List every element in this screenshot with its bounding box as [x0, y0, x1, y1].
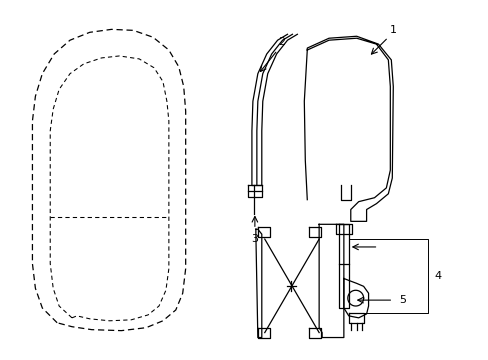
Text: 4: 4	[433, 271, 441, 282]
Text: 3: 3	[251, 234, 258, 244]
Text: 1: 1	[389, 25, 396, 35]
Text: 5: 5	[399, 295, 406, 305]
Text: 2: 2	[278, 37, 285, 47]
